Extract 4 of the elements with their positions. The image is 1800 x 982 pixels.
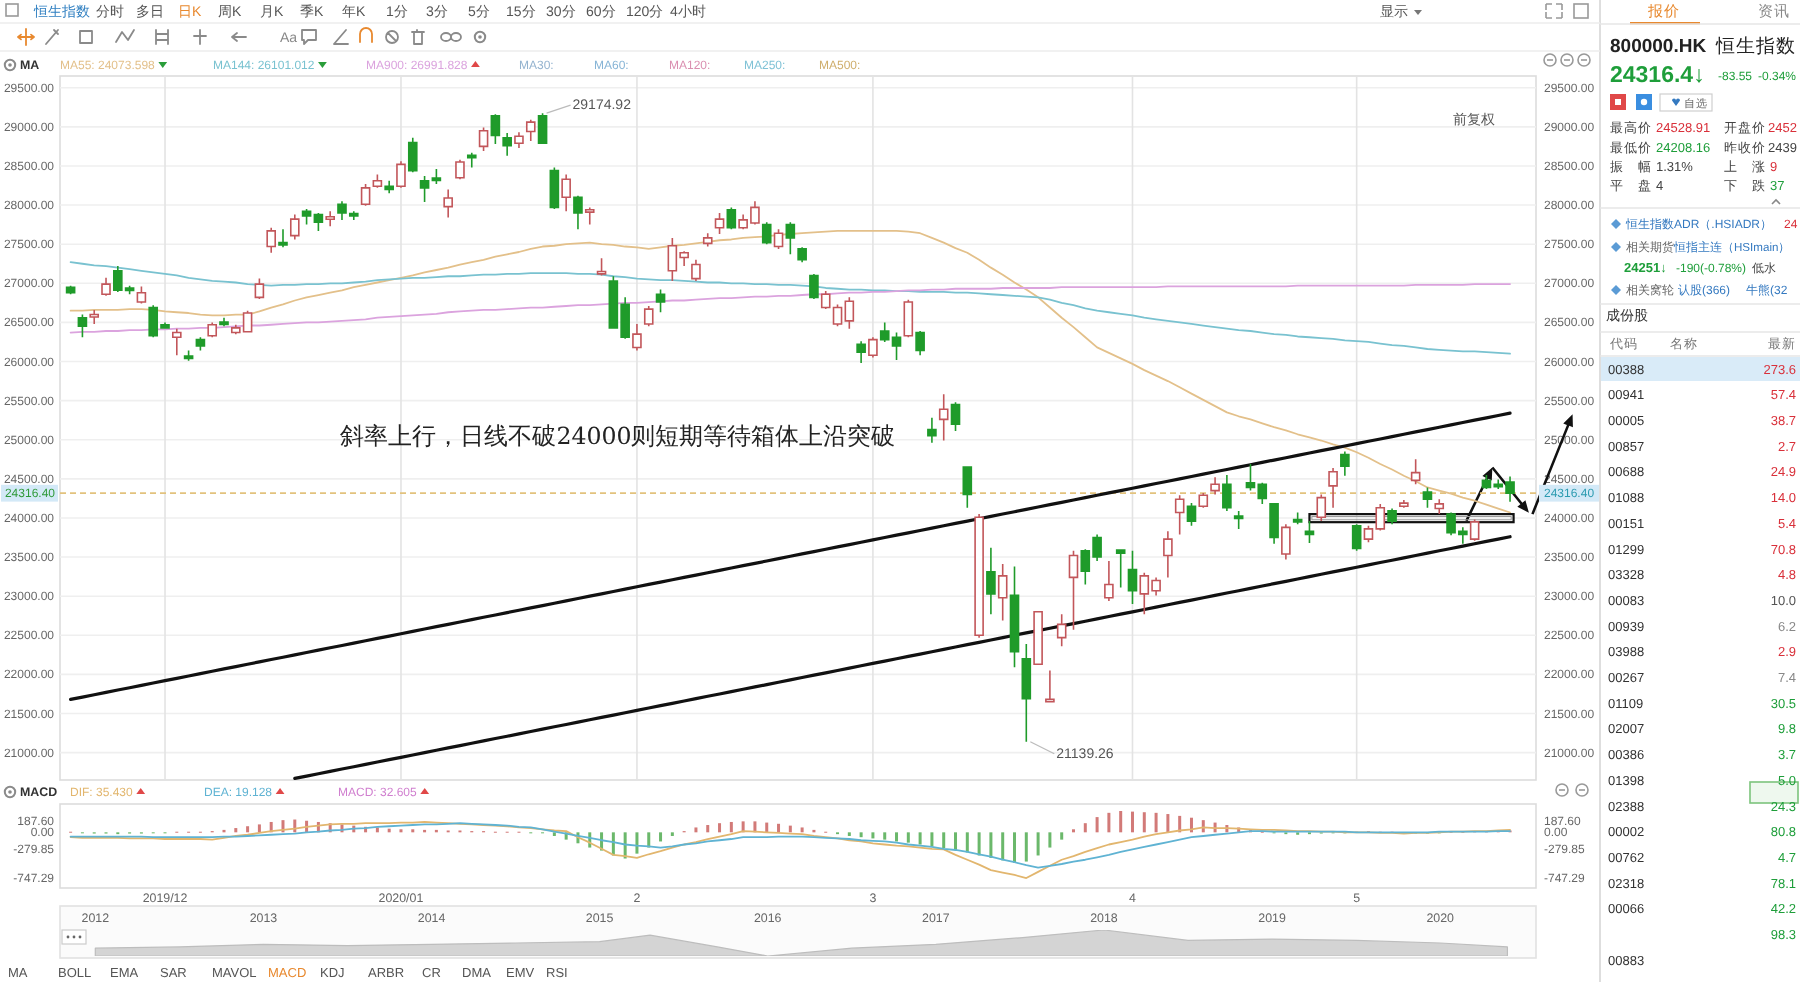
text: 800000.HK: [1610, 36, 1707, 58]
text: 恒生指数: [1714, 34, 1796, 58]
annotation: 斜率上行，日线不破24000则短期等待箱体上沿突破: [340, 422, 896, 451]
text: 24316.4↓: [1610, 64, 1705, 88]
